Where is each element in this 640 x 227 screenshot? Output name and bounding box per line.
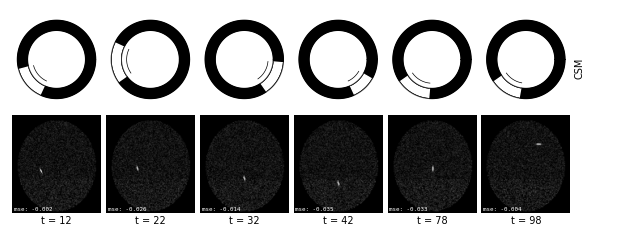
Polygon shape	[487, 21, 565, 99]
Text: mse: -0.033: mse: -0.033	[389, 206, 428, 211]
Text: mse: -0.035: mse: -0.035	[296, 206, 334, 211]
Polygon shape	[299, 21, 377, 99]
Text: t = 22: t = 22	[135, 215, 166, 225]
Polygon shape	[351, 75, 372, 95]
Text: t = 42: t = 42	[323, 215, 353, 225]
Polygon shape	[393, 21, 471, 99]
Text: mse: -0.002: mse: -0.002	[14, 206, 52, 211]
Polygon shape	[19, 68, 44, 95]
Text: CSM: CSM	[574, 57, 584, 79]
Polygon shape	[494, 77, 521, 99]
Polygon shape	[111, 21, 189, 99]
Text: mse: -0.026: mse: -0.026	[108, 206, 146, 211]
Polygon shape	[400, 77, 429, 99]
Polygon shape	[111, 44, 127, 82]
Text: t = 98: t = 98	[511, 215, 541, 225]
Text: t = 12: t = 12	[41, 215, 72, 225]
Polygon shape	[17, 21, 95, 99]
Text: t = 78: t = 78	[417, 215, 447, 225]
Text: mse: -0.014: mse: -0.014	[202, 206, 240, 211]
Polygon shape	[261, 63, 283, 92]
Polygon shape	[205, 21, 284, 99]
Text: mse: -0.004: mse: -0.004	[483, 206, 522, 211]
Text: t = 32: t = 32	[229, 215, 260, 225]
